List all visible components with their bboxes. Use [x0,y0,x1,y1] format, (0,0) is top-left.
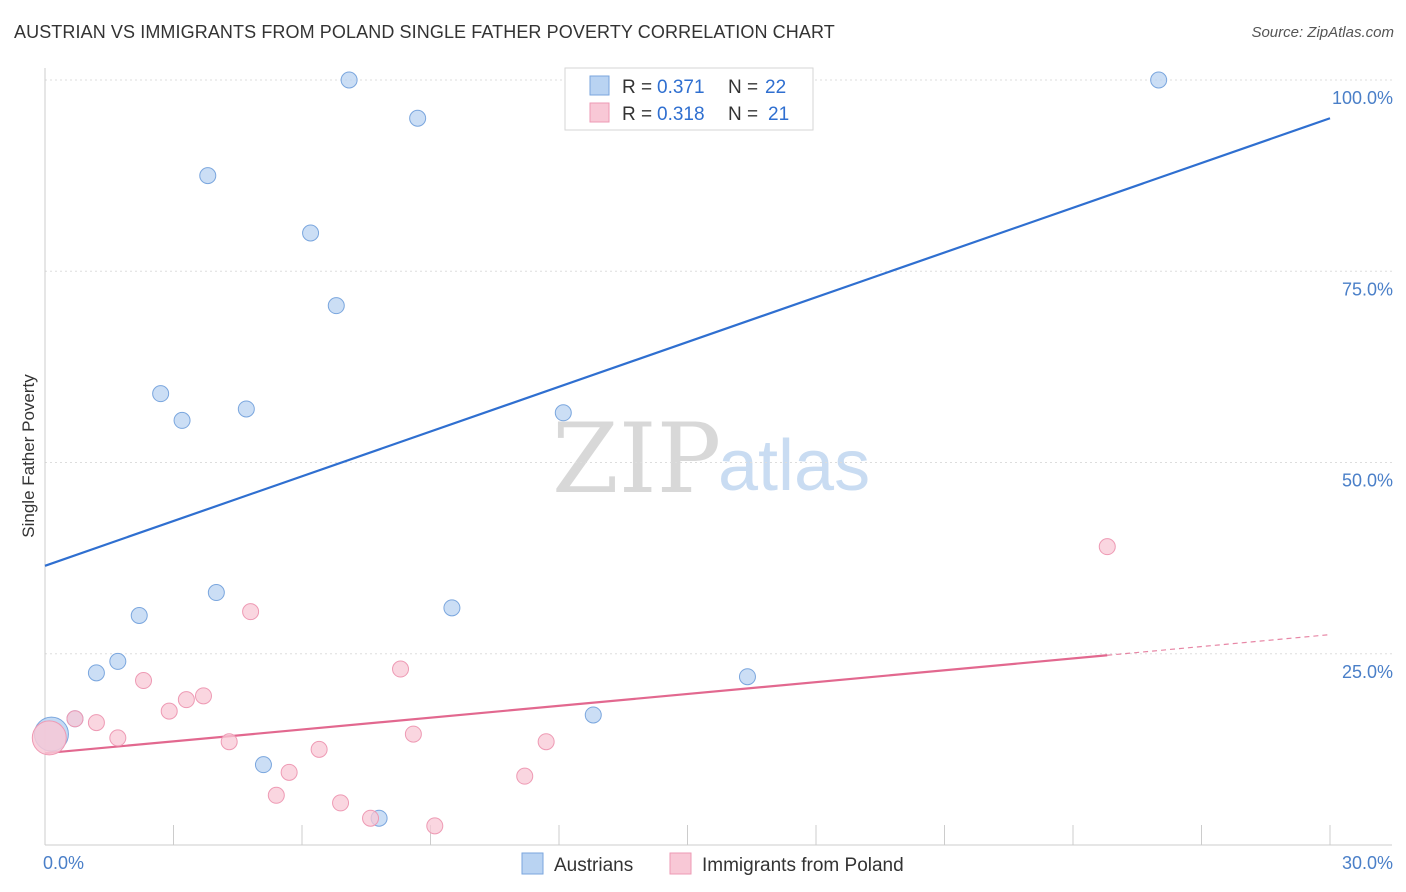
y-tick-label-50: 50.0% [1342,471,1393,491]
point-poland-16 [404,725,422,743]
point-poland-19 [537,733,555,751]
x-tick-label-max: 30.0% [1342,853,1393,873]
point-poland-8 [220,733,238,751]
data-points [31,71,1168,835]
point-austrians-18 [584,706,602,724]
point-austrians-10 [254,756,272,774]
point-poland-20 [1098,538,1116,556]
trend-line-poland [44,654,1108,755]
point-austrians-15 [409,109,427,127]
point-austrians-17 [554,404,572,422]
point-poland-17 [426,817,444,835]
point-austrians-20 [1150,71,1168,89]
trend-line-austrians [44,117,1331,567]
bottom-legend-poland: Immigrants from Poland [702,855,904,876]
y-tick-label-100: 100.0% [1332,88,1393,108]
point-poland-7 [194,687,212,705]
point-poland-11 [280,763,298,781]
legend-n-value-2: 21 [768,104,789,125]
point-poland-12 [310,740,328,758]
point-austrians-3 [109,652,127,670]
point-poland-13 [332,794,350,812]
point-poland-14 [362,809,380,827]
legend-n-label-2: N = [728,104,758,125]
point-poland-4 [135,672,153,690]
point-austrians-5 [152,385,170,403]
point-austrians-9 [237,400,255,418]
correlation-legend: R = 0.371 N = 22 R = 0.318 N = 21 [564,67,814,131]
point-poland-1 [66,710,84,728]
point-austrians-4 [130,607,148,624]
y-tick-label-25: 25.0% [1342,662,1393,682]
bottom-legend-austrians: Austrians [554,855,633,876]
point-poland-3 [109,729,127,747]
point-poland-0 [31,720,67,756]
tick-labels: 25.0% 50.0% 75.0% 100.0% 0.0% 30.0% [43,88,1393,873]
point-poland-2 [87,714,105,732]
legend-r-value-1: 0.371 [657,77,705,98]
trend-lines [44,117,1331,755]
axes [44,68,1392,846]
point-austrians-6 [173,411,191,429]
point-poland-6 [177,691,195,709]
legend-n-value-1: 22 [765,77,786,98]
legend-r-label-1: R = [622,77,652,98]
y-axis-label: Single Father Poverty [19,374,38,538]
chart-title: AUSTRIAN VS IMMIGRANTS FROM POLAND SINGL… [14,22,835,42]
bottom-legend-swatch-poland [669,852,692,875]
y-tick-label-75: 75.0% [1342,279,1393,299]
point-poland-18 [516,767,534,785]
point-austrians-12 [327,297,345,315]
point-poland-9 [242,603,260,621]
watermark-atlas: atlas [718,426,870,506]
point-austrians-19 [738,668,756,686]
series-legend: Austrians Immigrants from Poland [521,852,904,876]
point-austrians-11 [302,224,320,242]
point-austrians-13 [340,71,358,89]
bottom-legend-swatch-austrians [521,852,544,875]
trend-line-poland-extension [1107,634,1331,656]
point-austrians-16 [443,599,461,617]
point-poland-5 [160,702,178,720]
point-austrians-7 [199,167,217,185]
point-austrians-8 [207,584,225,602]
point-poland-10 [267,786,285,804]
chart-source: Source: ZipAtlas.com [1251,24,1394,41]
legend-swatch-austrians [589,75,610,96]
watermark-zip: ZIP [552,403,721,515]
legend-n-label-1: N = [728,77,758,98]
point-austrians-2 [87,664,105,682]
point-poland-15 [392,660,410,678]
legend-r-value-2: 0.318 [657,104,705,125]
legend-r-label-2: R = [622,104,652,125]
legend-swatch-poland [589,102,610,123]
x-tick-label-min: 0.0% [43,853,84,873]
